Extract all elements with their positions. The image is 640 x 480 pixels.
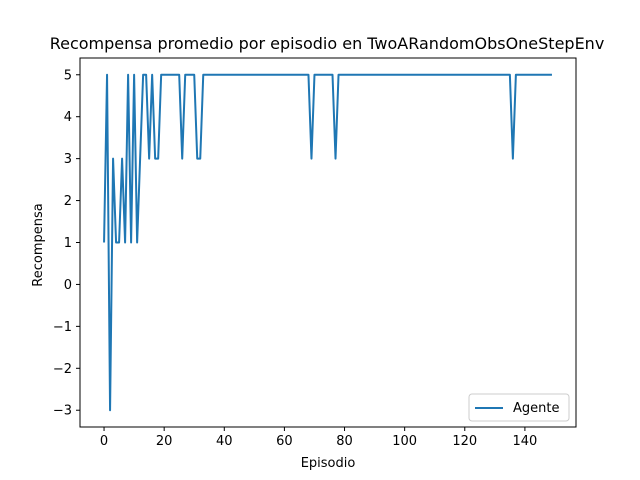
y-tick-label: −3 [53,404,72,419]
y-tick-label: −1 [53,320,72,335]
y-tick-label: 2 [64,194,72,209]
legend-label-agente: Agente [513,401,559,416]
x-tick-label: 0 [100,434,108,449]
y-tick-label: 1 [64,236,72,251]
y-axis-ticks: −3 −2 −1 0 1 2 3 4 5 [53,68,80,419]
series-layer [103,73,552,412]
x-tick-label: 120 [452,434,477,449]
y-tick-label: 0 [64,278,72,293]
x-tick-label: 60 [276,434,293,449]
y-tick-label: −2 [53,362,72,377]
series-line-agente [103,73,552,412]
axes: 0 20 40 60 80 100 120 140 −3 −2 −1 0 1 2 3 4 5 [53,57,577,449]
plot-area-frame [79,57,577,428]
legend: Agente [468,393,570,422]
chart-title: Recompensa promedio por episodio en TwoA… [50,34,605,53]
legend-box [468,393,570,422]
x-tick-label: 20 [156,434,173,449]
y-tick-label: 5 [64,68,72,83]
x-tick-label: 100 [392,434,417,449]
y-tick-label: 4 [64,110,72,125]
x-tick-label: 140 [512,434,537,449]
x-axis-label: Episodio [301,456,356,471]
y-tick-label: 3 [64,152,72,167]
x-tick-label: 40 [216,434,233,449]
x-tick-label: 80 [336,434,353,449]
y-axis-label: Recompensa [31,203,46,286]
x-axis-ticks: 0 20 40 60 80 100 120 140 [100,427,537,449]
